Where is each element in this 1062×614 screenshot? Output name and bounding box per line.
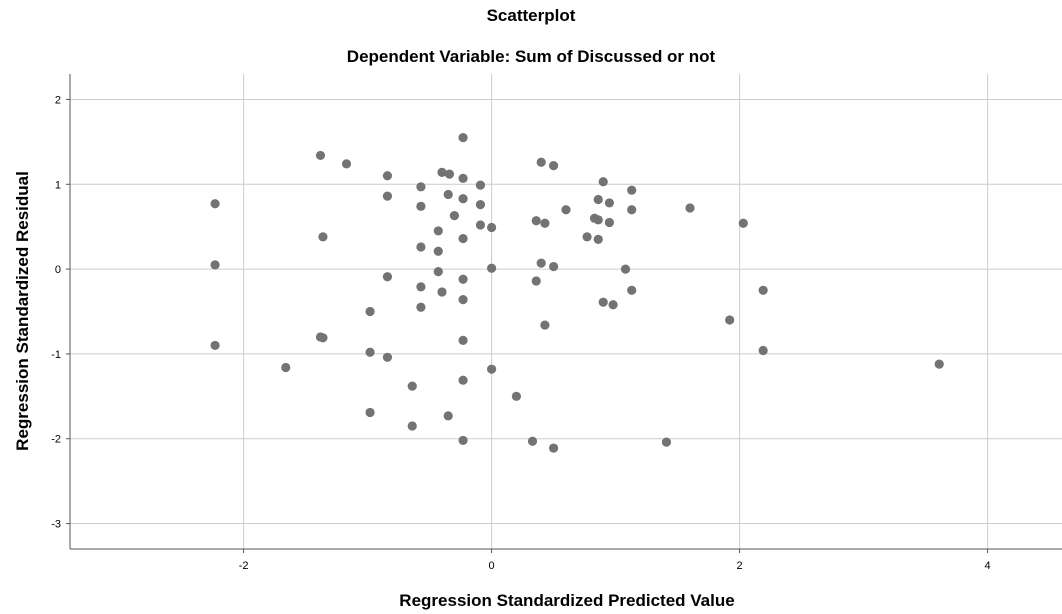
- data-point: [661, 437, 672, 447]
- data-point: [511, 391, 521, 401]
- data-point: [598, 177, 608, 187]
- x-tick-label: 0: [489, 560, 495, 572]
- data-point: [604, 198, 615, 208]
- data-point: [685, 203, 695, 213]
- y-tick-label: 2: [55, 94, 61, 106]
- data-point: [458, 435, 468, 446]
- data-point: [536, 258, 546, 268]
- data-point: [475, 220, 486, 230]
- data-point: [582, 232, 592, 242]
- data-point: [433, 246, 443, 256]
- x-tick-label: 2: [737, 560, 743, 572]
- data-point: [281, 362, 291, 373]
- data-point: [593, 194, 603, 205]
- data-point: [407, 381, 417, 391]
- data-point: [608, 300, 618, 310]
- x-axis-title: Regression Standardized Predicted Value: [399, 591, 734, 610]
- data-point: [475, 180, 486, 190]
- data-point: [527, 436, 538, 446]
- data-point: [627, 205, 637, 215]
- y-tick-label: -2: [51, 434, 61, 446]
- data-point: [536, 157, 546, 167]
- data-point: [549, 161, 559, 171]
- data-point: [416, 201, 426, 211]
- data-point: [725, 315, 735, 325]
- data-point: [620, 264, 631, 274]
- data-point: [531, 276, 541, 286]
- y-tick-label: 1: [55, 179, 61, 191]
- y-tick-label: 0: [55, 264, 61, 276]
- data-point: [487, 222, 497, 233]
- data-point: [604, 217, 615, 228]
- tick-labels: -2 0 2 4 2 1 0 -1 -2 -3: [51, 94, 990, 572]
- data-point: [382, 191, 393, 201]
- data-point: [458, 375, 468, 385]
- data-point: [365, 407, 375, 418]
- data-point: [449, 211, 459, 221]
- data-point: [437, 287, 447, 297]
- data-point: [318, 232, 328, 242]
- y-tick-label: -3: [51, 519, 61, 531]
- data-point: [598, 297, 608, 307]
- data-point: [593, 234, 603, 245]
- data-point: [627, 285, 637, 295]
- data-point: [433, 226, 443, 236]
- data-point: [458, 274, 468, 284]
- data-point: [934, 359, 944, 369]
- data-point: [549, 261, 559, 272]
- data-point: [433, 267, 443, 277]
- data-point: [437, 167, 447, 177]
- data-point: [561, 205, 571, 215]
- grid-lines: [70, 74, 1062, 549]
- data-point: [458, 295, 468, 305]
- data-point: [475, 200, 486, 210]
- data-point: [416, 182, 426, 192]
- y-tick-label: -1: [51, 349, 61, 361]
- data-point: [382, 171, 393, 181]
- data-point: [540, 320, 550, 330]
- data-point: [382, 272, 393, 282]
- x-tick-label: 4: [985, 560, 991, 572]
- data-point: [593, 215, 603, 225]
- data-point: [738, 218, 748, 228]
- data-point: [210, 260, 220, 270]
- data-point: [531, 216, 541, 226]
- data-point: [210, 199, 220, 209]
- data-point: [627, 185, 637, 195]
- data-point: [210, 340, 220, 351]
- data-point: [416, 242, 426, 252]
- data-point: [758, 285, 768, 295]
- data-point: [458, 233, 468, 244]
- data-point: [382, 352, 393, 362]
- chart-subtitle: Dependent Variable: Sum of Discussed or …: [346, 47, 716, 66]
- data-point: [341, 159, 352, 169]
- data-point: [443, 189, 453, 200]
- data-point: [318, 333, 328, 343]
- data-point: [365, 306, 375, 317]
- data-point: [416, 282, 426, 292]
- data-point: [443, 411, 453, 421]
- data-point: [407, 421, 417, 431]
- chart-title: Scatterplot: [486, 6, 576, 25]
- data-point: [487, 364, 497, 374]
- x-tick-label: -2: [239, 560, 249, 572]
- data-point: [365, 347, 375, 357]
- y-axis-title: Regression Standardized Residual: [13, 171, 32, 451]
- data-point: [315, 150, 326, 161]
- data-point: [458, 133, 468, 143]
- data-point: [458, 335, 468, 345]
- data-point: [416, 302, 426, 312]
- data-point: [444, 169, 455, 179]
- data-point: [458, 194, 468, 204]
- axes: [69, 74, 1062, 550]
- data-point: [758, 345, 768, 356]
- data-point: [540, 218, 550, 228]
- data-point: [458, 173, 468, 183]
- data-point: [487, 263, 497, 273]
- data-point: [549, 443, 559, 453]
- data-points: [210, 133, 944, 453]
